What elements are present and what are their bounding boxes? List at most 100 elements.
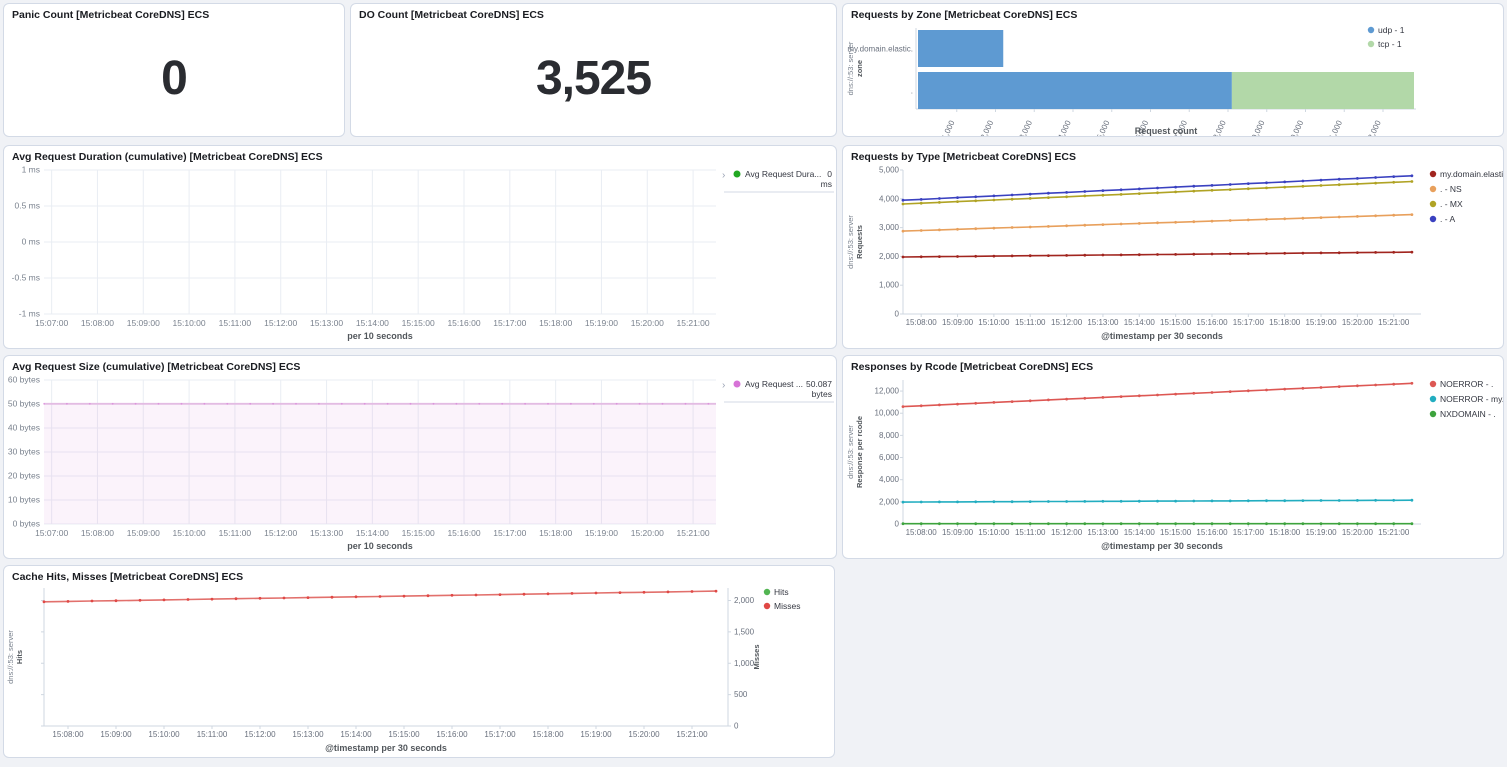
chart-text: 15:20:00 <box>631 318 664 328</box>
legend-dot[interactable] <box>1429 185 1437 193</box>
chart-text: 15:17:00 <box>493 318 526 328</box>
chart-text: zone <box>855 60 864 77</box>
chart-text: 15:09:00 <box>100 730 132 739</box>
chart-text: 15:16:00 <box>1196 528 1228 537</box>
panel-title[interactable]: Avg Request Duration (cumulative) [Metri… <box>12 151 323 163</box>
chart-text: 0 <box>827 169 832 179</box>
legend-dot[interactable] <box>1367 40 1375 48</box>
chart-text: 15:12:00 <box>244 730 276 739</box>
legend-dot[interactable] <box>1429 200 1437 208</box>
panel-title[interactable]: Responses by Rcode [Metricbeat CoreDNS] … <box>851 361 1094 373</box>
chart-text: 10,000 <box>875 409 900 418</box>
chart-text: Hits <box>15 650 24 664</box>
chart-text: 3,000 <box>1017 119 1034 136</box>
panel-cache-hits-misses: Cache Hits, Misses [Metricbeat CoreDNS] … <box>3 565 835 758</box>
chart-text: 2,000 <box>879 497 900 506</box>
chart-text: 9,000 <box>1250 119 1267 136</box>
bar-segment[interactable] <box>1231 72 1414 109</box>
chart-text: 15:13:00 <box>292 730 324 739</box>
legend-dot[interactable] <box>763 588 771 596</box>
chart-text: 15:20:00 <box>631 528 664 538</box>
bar-segment[interactable] <box>918 72 1232 109</box>
chart-text: 500 <box>734 690 748 699</box>
chart-text: 15:17:00 <box>484 730 516 739</box>
legend-dot[interactable] <box>1429 215 1437 223</box>
chart-text: bytes <box>812 389 832 399</box>
chart-text: 15:07:00 <box>35 318 68 328</box>
legend-dot[interactable] <box>733 170 741 178</box>
chart-text: 15:21:00 <box>677 318 710 328</box>
do-count-value: 3,525 <box>535 51 652 105</box>
legend-dot[interactable] <box>1367 26 1375 34</box>
chart-text: 15:18:00 <box>1269 318 1301 327</box>
chart-text: 15:21:00 <box>1378 528 1410 537</box>
chart-text: 1,000 <box>940 119 957 136</box>
chart-text: 15:13:00 <box>310 528 343 538</box>
chart-text: 15:12:00 <box>264 528 297 538</box>
chart-text: 4,000 <box>879 194 900 203</box>
cache-hits-misses-chart[interactable]: 2,000 1,500 1,000 500 0 15:08:00 15:09:00 15:10… <box>4 582 834 757</box>
legend-dot[interactable] <box>763 602 771 610</box>
chart-text: 1,500 <box>734 627 755 636</box>
chart-text: . - A <box>1440 214 1455 224</box>
chart-text: 15:13:00 <box>1087 528 1119 537</box>
chart-text: 50.087 <box>806 379 832 389</box>
chart-text: . - MX <box>1440 199 1463 209</box>
panel-title[interactable]: Cache Hits, Misses [Metricbeat CoreDNS] … <box>12 571 244 583</box>
panel-avg-request-size: Avg Request Size (cumulative) [Metricbea… <box>3 355 837 559</box>
chart-text: NXDOMAIN - . <box>1440 409 1496 419</box>
legend-dot[interactable] <box>1429 380 1437 388</box>
chart-text: 15:12:00 <box>1051 528 1083 537</box>
chart-text: 15:11:00 <box>219 528 252 538</box>
chart-text: 2,000 <box>734 596 755 605</box>
chart-text: 15:13:00 <box>310 318 343 328</box>
chart-text: Requests <box>855 225 864 259</box>
chart-text: 15:19:00 <box>580 730 612 739</box>
chart-text: 15:08:00 <box>906 318 938 327</box>
chart-text: 15:18:00 <box>539 528 572 538</box>
chart-text: 40 bytes <box>8 423 40 433</box>
chart-text: 15:11:00 <box>1015 318 1046 327</box>
chart-text: 15:14:00 <box>356 318 389 328</box>
bar-segment[interactable] <box>918 30 1004 67</box>
chart-text: Hits <box>774 587 789 597</box>
legend-dot[interactable] <box>1429 410 1437 418</box>
responses-by-rcode-chart[interactable]: 12,000 10,000 8,000 6,000 4,000 2,000 0 15:08:0… <box>843 372 1503 558</box>
chart-text: . <box>911 87 913 96</box>
panel-title[interactable]: DO Count [Metricbeat CoreDNS] ECS <box>359 9 544 21</box>
legend-dot[interactable] <box>733 380 741 388</box>
chart-text: 15:20:00 <box>1342 528 1374 537</box>
panel-title[interactable]: Panic Count [Metricbeat CoreDNS] ECS <box>12 9 210 21</box>
legend-dot[interactable] <box>1429 170 1437 178</box>
chart-text: 15:17:00 <box>1233 528 1265 537</box>
chart-text: 15:21:00 <box>677 528 710 538</box>
chart-text: 4,000 <box>879 475 900 484</box>
chart-text: 30 bytes <box>8 447 40 457</box>
panel-title[interactable]: Avg Request Size (cumulative) [Metricbea… <box>12 361 301 373</box>
chart-text: 2,000 <box>879 252 900 261</box>
chart-text: udp - 1 <box>1378 25 1405 35</box>
requests-by-zone-chart[interactable]: my.domain.elastic.. 1,000 2,000 3,000 4,000 5… <box>843 20 1503 136</box>
chart-text: 15:14:00 <box>356 528 389 538</box>
panel-title[interactable]: Requests by Zone [Metricbeat CoreDNS] EC… <box>851 9 1078 21</box>
chart-text: 6,000 <box>879 453 900 462</box>
panel-title[interactable]: Requests by Type [Metricbeat CoreDNS] EC… <box>851 151 1077 163</box>
chart-text: 3,000 <box>879 223 900 232</box>
chart-text: ms <box>821 179 832 189</box>
chart-text: 15:12:00 <box>1051 318 1083 327</box>
chart-text: 15:18:00 <box>539 318 572 328</box>
chart-text: 15:21:00 <box>1378 318 1410 327</box>
chart-text: 15:08:00 <box>52 730 84 739</box>
chart-text: 15:19:00 <box>1305 528 1337 537</box>
chart-text: @timestamp per 30 seconds <box>1101 541 1223 551</box>
requests-by-type-chart[interactable]: 5,000 4,000 3,000 2,000 1,000 0 15:08:00 15:09:… <box>843 162 1503 348</box>
chart-text: -0.5 ms <box>12 273 40 283</box>
chart-text: dns://:53: server <box>846 425 855 479</box>
avg-request-size-chart[interactable]: 60 bytes 50 bytes 40 bytes 30 bytes 20 bytes… <box>4 372 836 558</box>
chart-text: 15:08:00 <box>81 318 114 328</box>
legend-dot[interactable] <box>1429 395 1437 403</box>
chart-text: . - NS <box>1440 184 1462 194</box>
chart-text: 15:08:00 <box>906 528 938 537</box>
chart-text: dns://:53: server <box>846 41 855 95</box>
